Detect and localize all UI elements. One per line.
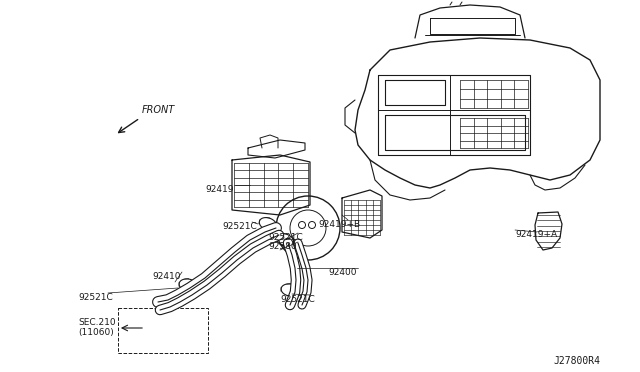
- Text: 92521C: 92521C: [78, 293, 113, 302]
- Text: 92400: 92400: [328, 268, 356, 277]
- Text: 92521C: 92521C: [280, 295, 315, 304]
- Text: FRONT: FRONT: [142, 105, 175, 115]
- Text: 92521C: 92521C: [268, 233, 303, 242]
- Text: 92419+B: 92419+B: [318, 220, 360, 229]
- Text: SEC.210: SEC.210: [78, 318, 116, 327]
- Text: (11060): (11060): [78, 328, 114, 337]
- Text: 92521C: 92521C: [222, 222, 257, 231]
- Text: 92419+A: 92419+A: [515, 230, 557, 239]
- Text: J27800R4: J27800R4: [553, 356, 600, 366]
- Bar: [118, 308, 208, 353]
- Text: 92419: 92419: [205, 185, 234, 194]
- Text: 92580: 92580: [268, 242, 296, 251]
- Text: 92410: 92410: [152, 272, 180, 281]
